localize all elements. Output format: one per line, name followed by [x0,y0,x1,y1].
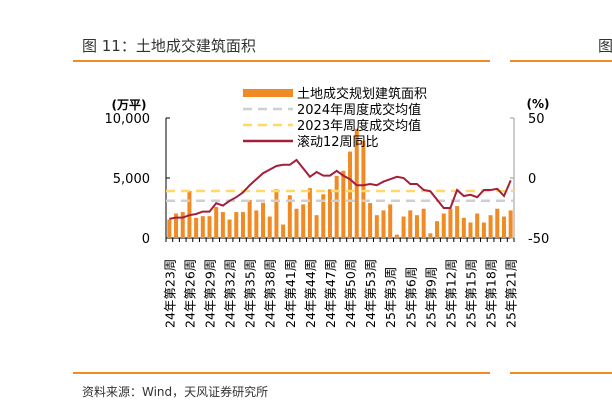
bar [261,202,266,238]
bar [488,215,493,238]
source-note: 资料来源：Wind，天风证券研究所 [82,385,269,399]
bar [321,194,326,238]
legend-label: 2024年周度成交均值 [297,102,421,118]
x-tick-label: 24年第50周 [343,259,358,328]
x-tick-label: 24年第38周 [263,259,278,328]
bar [381,210,386,238]
next-footer-rule [510,372,612,374]
legend-label: 滚动12周同比 [297,134,379,150]
bar [254,210,259,238]
legend-label: 土地成交规划建筑面积 [297,86,427,102]
right-tick-label: -50 [528,232,549,247]
bar [441,213,446,238]
bar [361,140,366,238]
bar [388,204,393,238]
right-axis-unit: (%) [527,97,550,111]
bar [401,216,406,238]
x-tick-label: 24年第23周 [162,259,177,328]
bar [334,175,339,238]
x-tick-label: 24年第29周 [203,259,218,328]
bar [461,217,466,238]
bar [207,216,212,238]
bar [435,221,440,238]
yoy-line [169,158,512,220]
bar [200,216,205,238]
right-tick-label: 0 [528,172,536,187]
bar [374,215,379,238]
x-tick-label: 25年第12周 [443,259,458,328]
x-tick-label: 24年第35周 [243,259,258,328]
bar [227,219,232,238]
x-tick-label: 24年第32周 [223,259,238,328]
bar [301,204,306,238]
bar [287,195,292,238]
bar [421,208,426,238]
bar [167,219,172,238]
bar [448,208,453,238]
right-tick-label: 50 [528,112,545,127]
x-tick-label: 25年第21周 [504,259,519,328]
bar [274,189,279,238]
bar [354,128,359,238]
bar [281,224,286,238]
bar [314,215,319,238]
bar [394,234,399,238]
bar [368,203,373,238]
bar [327,189,332,238]
bar [481,222,486,238]
bar [495,208,500,238]
left-tick-label: 5,000 [113,172,150,187]
x-tick-label: 24年第53周 [363,259,378,328]
bar [455,206,460,238]
bar [307,188,312,238]
left-tick-label: 0 [142,232,150,247]
legend-swatch-bar [243,89,293,97]
x-tick-label: 25年第18周 [484,259,499,328]
next-figure-title: 图 [598,37,612,55]
bar [414,215,419,238]
bar [508,210,513,238]
bar [174,213,179,238]
bar [468,222,473,238]
bar [501,216,506,238]
x-tick-label: 24年第47周 [323,259,338,328]
bar [194,217,199,238]
bar [475,213,480,238]
bar [180,212,185,238]
x-tick-label: 24年第26周 [182,259,197,328]
bar [267,216,272,238]
bar [214,207,219,238]
x-tick-label: 24年第44周 [303,259,318,328]
x-tick-label: 24年第41周 [283,259,298,328]
x-tick-label: 25年第9周 [423,267,438,328]
bar [220,212,225,238]
bar [234,212,239,238]
bar [348,151,353,238]
bar [428,233,433,238]
title-rule [73,60,490,62]
footer-rule [73,372,490,374]
left-axis-unit: (万平) [112,98,147,112]
x-tick-label: 25年第3周 [383,267,398,328]
x-tick-label: 25年第6周 [403,267,418,328]
next-title-rule [510,60,612,62]
bar [240,212,245,238]
bar [408,210,413,238]
figure-title: 图 11：土地成交建筑面积 [82,37,256,55]
left-tick-label: 10,000 [105,112,151,127]
bar [294,208,299,238]
bar [341,170,346,238]
x-tick-label: 25年第15周 [464,259,479,328]
legend-label: 2023年周度成交均值 [297,118,421,134]
bar [247,199,252,238]
